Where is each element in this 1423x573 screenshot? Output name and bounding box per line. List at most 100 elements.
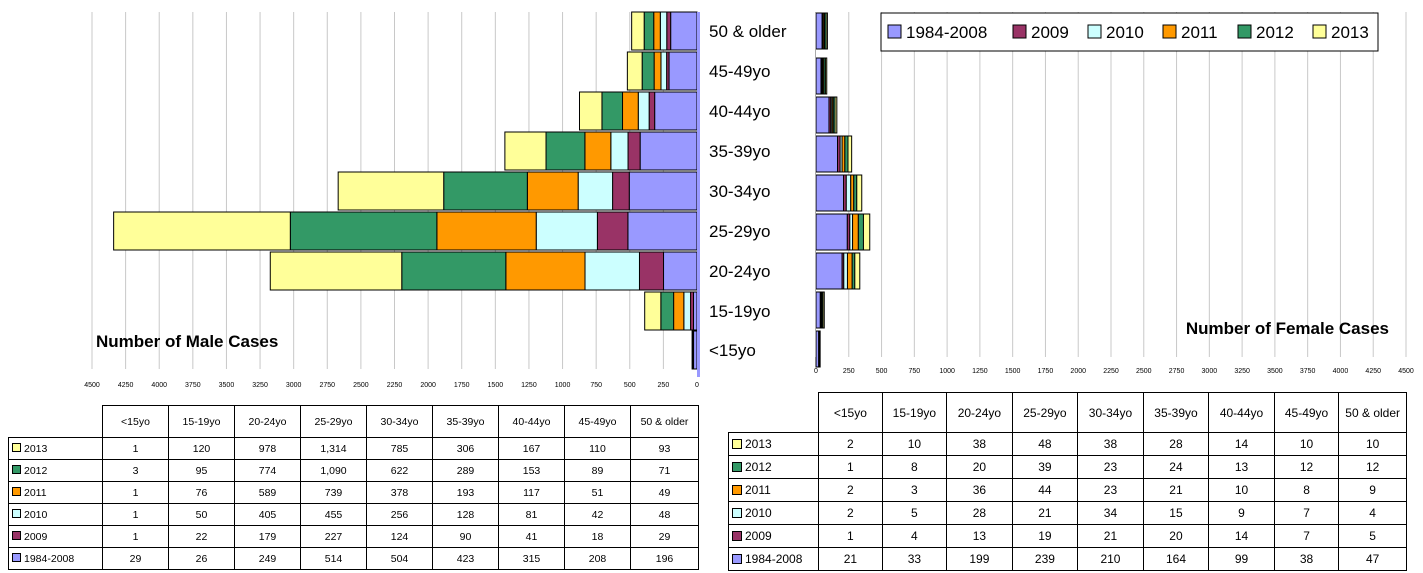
row-swatch	[732, 553, 742, 564]
row-label-text: 1984-2008	[745, 552, 803, 566]
male-bar-35-39yo-2012	[545, 131, 586, 171]
row-swatch	[12, 443, 21, 453]
table-cell: 978	[234, 437, 301, 460]
male-bar-40-44yo-1984-2008	[654, 91, 698, 131]
table-cell: 9	[1208, 501, 1275, 525]
male-bar-30-34yo-2012	[443, 171, 528, 211]
male-chart-title: Number of Male Cases	[96, 332, 278, 351]
male-bar-25-29yo-2011	[436, 211, 537, 251]
legend-frame	[880, 12, 1379, 52]
male-x-tick-label: 2750	[319, 382, 335, 389]
table-cell: 1	[102, 481, 169, 504]
table-corner	[728, 392, 820, 433]
table-cell: 28	[1142, 432, 1210, 456]
table-cell: 38	[946, 432, 1013, 456]
male-bar-45-49yo-2012	[641, 51, 655, 91]
table-cell: 24	[1142, 455, 1210, 479]
table-cell: 21	[1142, 478, 1210, 502]
female-bar-15-19yo-1984-2008	[815, 291, 821, 329]
row-label-text: 2010	[745, 506, 772, 520]
table-cell: 153	[498, 459, 565, 482]
table-cell: 42	[564, 503, 631, 526]
male-bar-35-39yo-2013	[504, 131, 547, 171]
age-label-under-15yo: <15yo	[709, 341, 756, 360]
row-label: 2012	[727, 455, 820, 479]
female-x-axis: 0 250 500 750 1000 1250 1500 1750 2000 2250 2500 27…	[814, 368, 1414, 375]
legend-swatch-2012	[1237, 24, 1252, 39]
table-cell: 44	[1011, 478, 1079, 502]
table-row: 2009 1 4 13 19 21 20 14 7 5	[727, 524, 1407, 548]
row-swatch	[12, 487, 21, 497]
female-bar-30-34yo-2010	[845, 174, 852, 212]
female-bar-35-39yo-2013	[847, 135, 853, 173]
legend-swatch-1984-2008	[887, 24, 902, 39]
table-cell: 10	[1338, 432, 1407, 456]
male-bars	[113, 11, 698, 370]
male-bar-30-34yo-2009	[612, 171, 630, 211]
male-bar-50-and-older-2010	[659, 11, 668, 51]
table-cell: 504	[366, 547, 433, 570]
male-bar-20-24yo-1984-2008	[663, 251, 698, 291]
male-x-axis: 0 250 500 750 1000 1250 1500 1750 2000 2250 2500 27…	[84, 382, 699, 389]
female-bar-25-29yo-2012	[857, 213, 864, 251]
row-swatch	[732, 461, 742, 472]
column-header: 35-39yo	[432, 405, 499, 438]
age-label-35-39yo: 35-39yo	[709, 142, 770, 161]
female-x-tick-label: 4000	[1333, 368, 1349, 375]
table-cell: 5	[1338, 524, 1407, 548]
table-cell: 47	[1338, 547, 1407, 571]
table-cell: 36	[946, 478, 1013, 502]
table-cell: 306	[432, 437, 499, 460]
table-cell: 1	[818, 524, 883, 548]
table-cell: 774	[234, 459, 301, 482]
male-bar-25-29yo-2009	[596, 211, 629, 251]
table-cell: 227	[300, 525, 367, 548]
male-bar-35-39yo-2011	[584, 131, 612, 171]
male-bar-15-19yo-2013	[644, 291, 662, 331]
table-cell: 50	[168, 503, 235, 526]
male-x-tick-label: 0	[695, 382, 699, 389]
column-header: 25-29yo	[1011, 392, 1079, 433]
table-cell: 423	[432, 547, 499, 570]
female-bar-30-34yo-2013	[856, 174, 863, 212]
female-x-tick-label: 500	[876, 368, 888, 375]
table-cell: 7	[1273, 501, 1340, 525]
table-cell: 41	[498, 525, 565, 548]
table-cell: 405	[234, 503, 301, 526]
table-cell: 38	[1077, 432, 1144, 456]
row-label-text: 2011	[745, 483, 771, 497]
male-bar-15-19yo-2012	[660, 291, 675, 331]
female-axis-line	[815, 12, 816, 357]
table-cell: 9	[1338, 478, 1407, 502]
male-x-tick-label: 4500	[84, 382, 100, 389]
female-bar-50-and-older-1984-2008	[815, 12, 823, 50]
table-cell: 514	[300, 547, 367, 570]
male-bar-40-44yo-2012	[601, 91, 624, 131]
table-cell: 29	[630, 525, 699, 548]
male-x-tick-label: 3250	[252, 382, 268, 389]
male-x-tick-label: 3750	[185, 382, 201, 389]
table-cell: 124	[366, 525, 433, 548]
male-bar-20-24yo-2013	[269, 251, 403, 291]
table-cell: 22	[168, 525, 235, 548]
table-cell: 95	[168, 459, 235, 482]
table-cell: 38	[1273, 547, 1340, 571]
row-label-text: 2012	[24, 464, 48, 477]
male-x-tick-label: 3000	[286, 382, 302, 389]
male-x-tick-label: 2250	[387, 382, 403, 389]
row-label: 2012	[8, 459, 103, 482]
male-bar-50-and-older-2009	[666, 11, 672, 51]
legend-swatch-2009	[1012, 24, 1027, 39]
table-row: 2012 3 95 774 1,090 622 289 153 89 71	[8, 459, 699, 482]
male-x-tick-label: 500	[624, 382, 636, 389]
table-cell: 23	[1077, 478, 1144, 502]
female-bars	[815, 12, 871, 368]
table-cell: 18	[564, 525, 631, 548]
table-cell: 1,314	[300, 437, 367, 460]
table-cell: 179	[234, 525, 301, 548]
male-gridlines	[91, 12, 664, 369]
male-x-tick-label: 1250	[521, 382, 537, 389]
table-cell: 4	[1338, 501, 1407, 525]
table-cell: 49	[630, 481, 699, 504]
male-x-tick-label: 4000	[151, 382, 167, 389]
